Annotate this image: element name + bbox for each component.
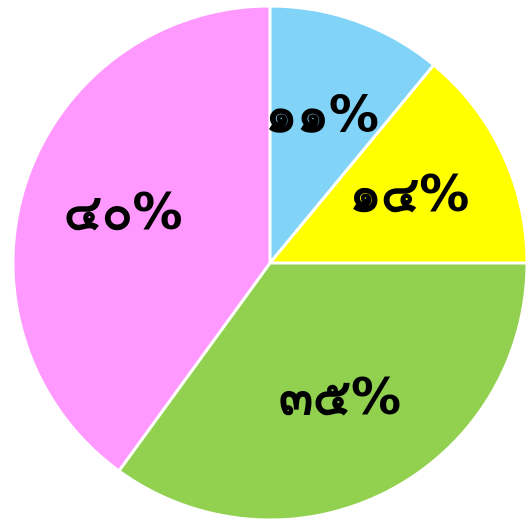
pie-slice [116,261,526,522]
data-label: ๓๕% [279,368,401,426]
data-label: ๑๑% [265,85,379,143]
data-label: ๔๐% [64,183,182,241]
data-label: ๑๔% [350,165,470,223]
pie-slice [268,4,436,268]
pie-slice [266,62,526,265]
pie-slice [11,4,272,474]
